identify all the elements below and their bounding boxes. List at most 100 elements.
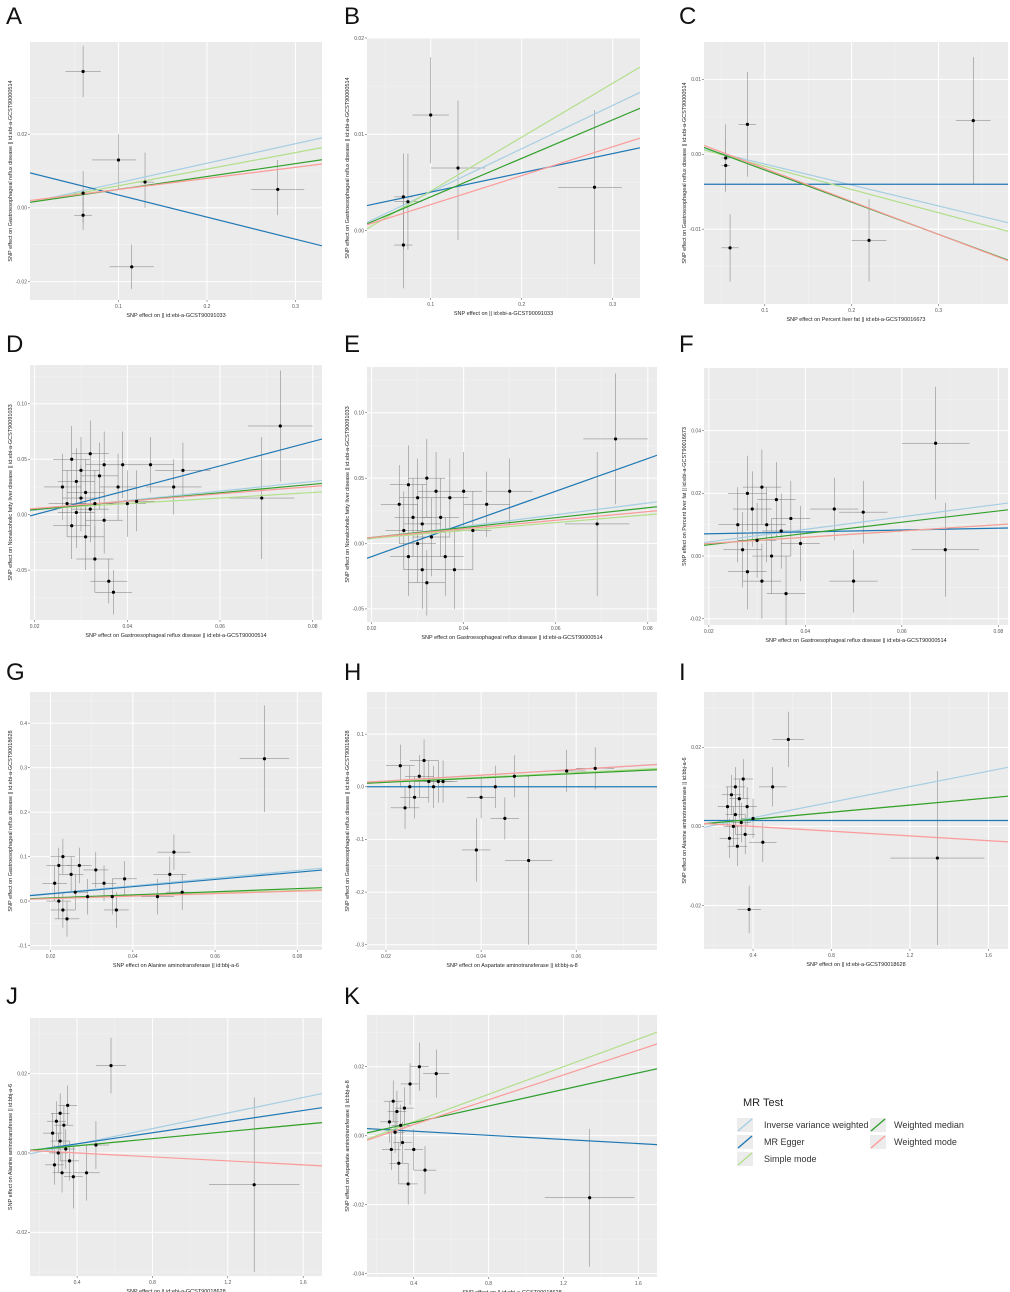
data-point	[73, 890, 77, 894]
y-tick-label: 0.02	[691, 491, 701, 497]
data-point	[613, 437, 618, 441]
x-tick-label: 0.08	[292, 954, 302, 960]
panel-letter-j: J	[6, 983, 18, 1010]
y-tick-label: 0.02	[17, 132, 27, 138]
y-axis-title-e: SNP effect on Nonalcoholic fatty liver d…	[345, 406, 351, 582]
y-tick-label: -0.02	[690, 617, 702, 623]
x-tick-label: 0.3	[292, 304, 299, 310]
regression-line-inverse-variance-weighted	[704, 766, 1008, 828]
regression-line-simple-mode	[367, 513, 657, 540]
y-tick-label: 0.01	[354, 132, 364, 138]
y-tick-label: -0.04	[353, 1271, 365, 1277]
y-tick-label: -0.02	[16, 279, 28, 285]
data-point	[148, 463, 153, 467]
data-point	[399, 1123, 403, 1127]
y-axis-title-c: SNP effect on Gastroesophageal reflux di…	[682, 82, 688, 263]
data-point	[65, 501, 69, 506]
data-point	[595, 522, 599, 526]
data-point	[527, 858, 531, 863]
data-point	[93, 557, 97, 561]
data-point	[94, 1143, 98, 1147]
x-tick-label: 0.06	[571, 954, 581, 960]
data-point	[81, 213, 85, 217]
x-axis-title-a: SNP effect on || id:ebi-a-GCST90091033	[126, 313, 225, 319]
panel-letter-b: B	[344, 3, 360, 30]
x-tick-label: 0.08	[643, 626, 653, 632]
plot-background-g	[30, 692, 322, 950]
legend-entry-mr-egger: MR Egger	[737, 1135, 805, 1149]
data-point	[172, 850, 176, 854]
plot-area-g	[30, 705, 322, 937]
regression-line-mr-egger	[30, 172, 322, 247]
x-tick-label: 0.8	[149, 1280, 156, 1286]
data-point	[387, 1120, 392, 1124]
y-tick-label: -0.2	[355, 890, 364, 896]
data-point	[61, 908, 65, 912]
legend-entry-weighted-median: Weighted median	[870, 1118, 964, 1132]
x-tick-label: 0.08	[308, 624, 318, 630]
y-tick-label: 0.02	[354, 36, 364, 42]
regression-line-mr-egger	[367, 1127, 657, 1146]
data-point	[733, 812, 737, 817]
data-point	[181, 468, 185, 472]
x-axis-title-k: SNP effect on || id:ebi-a-GCST90018628	[462, 1290, 561, 1292]
legend-entry-simple-mode: Simple mode	[737, 1152, 817, 1166]
panel-letter-a: A	[6, 3, 22, 30]
plot-area-k	[367, 1031, 657, 1267]
data-point	[761, 840, 765, 844]
regression-line-weighted-mode	[30, 485, 322, 510]
data-point	[417, 774, 421, 778]
data-point	[420, 522, 424, 526]
data-point	[64, 1147, 68, 1151]
panel-a: A 0.1 0.2 0.3 -0.02 0.00 0.02 SNP effect on || …	[6, 3, 322, 319]
data-point	[81, 191, 85, 195]
data-point	[62, 1123, 66, 1127]
data-point	[84, 490, 88, 495]
x-axis-title-d: SNP effect on Gastroesophageal reflux di…	[85, 633, 266, 639]
data-point	[110, 895, 114, 899]
data-point	[395, 1109, 399, 1114]
regression-line-simple-mode	[30, 147, 322, 203]
data-point	[774, 498, 778, 502]
data-point	[503, 816, 507, 820]
data-point	[425, 581, 429, 585]
data-point	[786, 737, 790, 742]
data-point	[74, 479, 78, 484]
data-point	[400, 1140, 405, 1145]
y-tick-label: 0.00	[17, 512, 27, 518]
x-tick-label: 0.1	[115, 304, 122, 310]
legend-swatch-mr-egger	[737, 1135, 753, 1149]
y-tick-label: 0.05	[17, 457, 27, 463]
y-axis-title-k: SNP effect on Aspartate aminotransferase…	[345, 1080, 351, 1211]
y-tick-label: -0.05	[16, 568, 28, 574]
data-point	[745, 491, 750, 495]
regression-line-inverse-variance-weighted	[367, 91, 640, 223]
data-point	[58, 1139, 62, 1143]
y-tick-label: 0.00	[17, 1151, 27, 1157]
data-point	[423, 1168, 427, 1172]
y-tick-label: -0.02	[690, 903, 702, 909]
data-point	[54, 1119, 58, 1123]
data-point	[79, 468, 83, 472]
x-tick-label: 0.02	[30, 624, 40, 630]
data-point	[408, 1082, 412, 1086]
x-tick-label: 0.2	[203, 304, 210, 310]
data-point	[452, 568, 457, 572]
x-tick-label: 0.06	[210, 954, 220, 960]
y-axis-title-d: SNP effect on Nonalcoholic fatty liver d…	[8, 404, 14, 580]
regression-line-simple-mode	[367, 66, 640, 230]
regression-line-inverse-variance-weighted	[704, 502, 1008, 544]
x-tick-label: 1.6	[985, 953, 992, 959]
plot-background-k	[367, 1015, 657, 1277]
data-point	[67, 1159, 72, 1163]
y-tick-label: 0.00	[17, 206, 27, 212]
x-tick-label: 0.1	[427, 302, 434, 308]
data-point	[81, 69, 85, 74]
data-point	[474, 848, 478, 852]
x-tick-label: 0.06	[897, 629, 907, 635]
data-point	[867, 238, 871, 242]
regression-line-weighted-mode	[367, 763, 657, 783]
x-axis-title-b: SNP effect on || id:ebi-a-GCST90091033	[454, 311, 553, 317]
data-point	[70, 457, 74, 461]
data-point	[412, 795, 417, 799]
